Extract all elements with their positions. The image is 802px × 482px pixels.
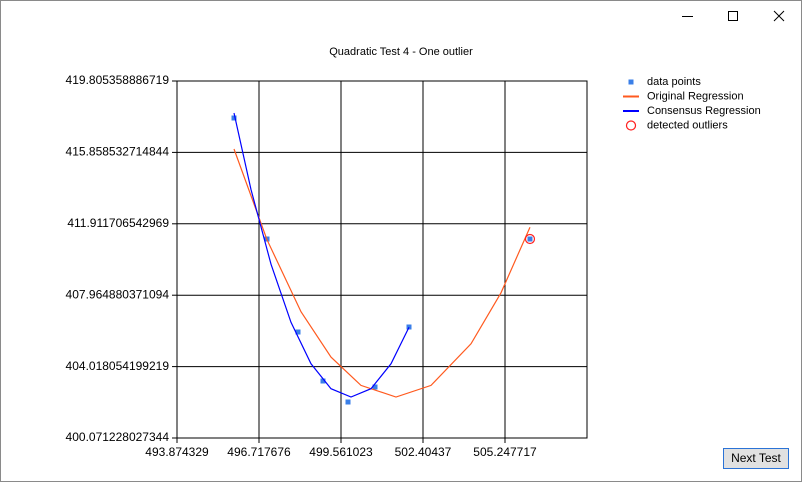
data-point — [320, 378, 326, 384]
data-point — [295, 329, 301, 335]
window-controls — [682, 10, 785, 22]
x-tick-label: 502.40437 — [395, 445, 452, 459]
y-tick-label: 404.018054199219 — [66, 359, 170, 373]
legend-label: detected outliers — [647, 119, 728, 131]
x-tick-label: 496.717676 — [227, 445, 291, 459]
close-icon[interactable] — [773, 10, 785, 22]
chart-title: Quadratic Test 4 - One outlier — [329, 46, 473, 58]
next-test-button[interactable]: Next Test — [723, 448, 789, 469]
regression-line — [233, 112, 410, 398]
legend-label: Original Regression — [647, 90, 744, 102]
data-point — [231, 115, 237, 121]
legend-label: Consensus Regression — [647, 105, 761, 117]
x-tick-label: 493.874329 — [145, 445, 209, 459]
y-tick-label: 415.858532714844 — [66, 145, 170, 159]
legend-label: data points — [647, 76, 701, 88]
data-point — [527, 236, 533, 242]
regression-line — [233, 148, 531, 398]
x-tick-label: 505.247717 — [473, 445, 537, 459]
legend-swatch — [628, 79, 634, 85]
y-tick-label: 407.964880371094 — [66, 287, 170, 301]
outlier-marker — [524, 233, 536, 245]
y-tick-label: 411.911706542969 — [67, 216, 169, 230]
y-tick-label: 400.071228027344 — [66, 430, 170, 444]
maximize-icon[interactable] — [728, 11, 738, 21]
x-tick-label: 499.561023 — [309, 445, 373, 459]
y-tick-label: 419.805358886719 — [66, 73, 170, 87]
data-point — [406, 324, 412, 330]
data-point — [345, 399, 351, 405]
data-point — [372, 384, 378, 390]
legend-swatch — [625, 120, 637, 131]
